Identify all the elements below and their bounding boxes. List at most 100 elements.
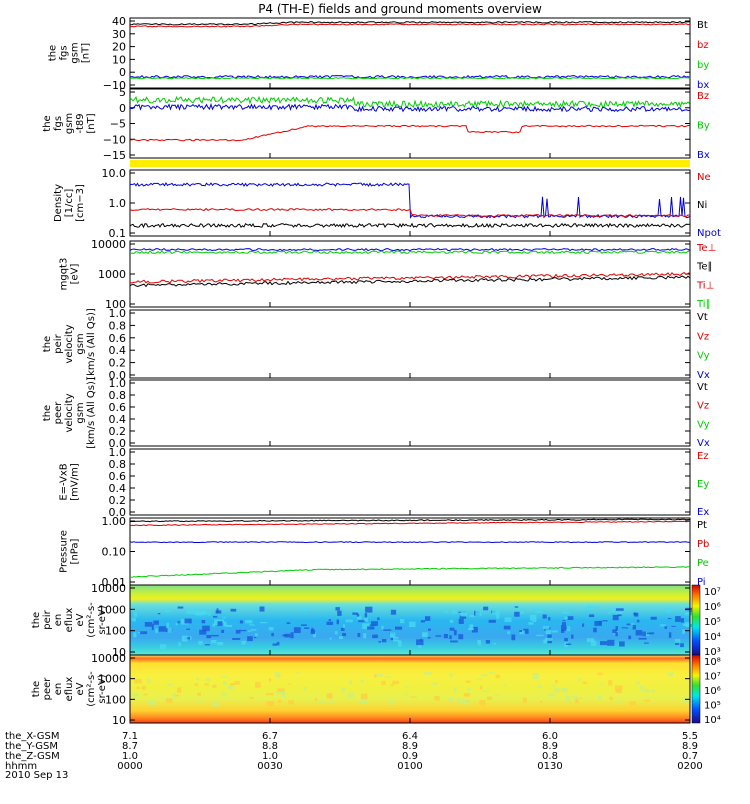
legend-entry: Ti∥	[696, 299, 711, 310]
spectrogram-cell	[360, 679, 364, 683]
spectrogram-cell	[564, 638, 568, 642]
y-axis-label: [nPa]	[70, 538, 81, 564]
spectrogram-cell	[530, 615, 537, 621]
y-axis-label: peir	[42, 609, 53, 629]
spectrogram-cell	[360, 693, 368, 700]
spectrogram-cell	[409, 621, 416, 627]
spectrogram-cell	[680, 618, 684, 623]
spectrogram-cell	[282, 634, 288, 637]
y-axis-label: Density	[53, 184, 64, 222]
spectrogram-cell	[193, 610, 198, 615]
spectrogram-cell	[390, 684, 395, 686]
y-tick-label: 0.2	[109, 425, 127, 438]
spectrogram-cell	[381, 625, 384, 630]
spectrogram-cell	[675, 641, 680, 645]
spectrogram-cell	[597, 672, 603, 676]
spectrogram-cell	[310, 629, 316, 635]
spectrogram-cell	[582, 681, 588, 684]
spectrogram-cell	[363, 633, 367, 639]
spectrogram-cell	[166, 683, 173, 686]
spectrogram-cell	[522, 697, 527, 703]
spectrogram-cell	[140, 631, 148, 635]
legend-entry: Ey	[697, 479, 709, 490]
spectrogram-cell	[326, 693, 333, 699]
legend-entry: bx	[697, 80, 709, 91]
legend-entry: Bx	[697, 150, 710, 161]
y-axis-label: -t89	[75, 113, 86, 133]
spectrogram-cell	[347, 692, 354, 698]
spectrogram-cell	[532, 673, 539, 679]
spectrogram-cell	[254, 633, 258, 637]
spectrogram-cell	[342, 687, 346, 692]
y-axis-label: peir	[53, 333, 64, 353]
spectrogram-cell	[173, 693, 177, 699]
panel-p8: 1.00 0.10 0.01 Pressure [nPa] Pt Pb Pe Pi	[59, 515, 710, 589]
legend-entry: Vz	[697, 331, 709, 342]
y-axis-label: the	[42, 405, 53, 421]
spectrogram-cell	[343, 624, 345, 631]
spectrogram-cell	[276, 641, 280, 646]
spectrogram-cell	[184, 618, 192, 624]
panel-frame	[129, 517, 691, 586]
footer-value: 5.5	[682, 731, 698, 742]
y-tick-label: 10000	[91, 582, 126, 595]
y-tick-label: 0.6	[109, 401, 127, 414]
y-tick-label: 0.10	[102, 546, 127, 559]
spectrogram-cell	[463, 693, 471, 697]
spectrogram-cell	[287, 683, 292, 685]
spectrogram-cell	[685, 607, 693, 612]
footer-value: 0.7	[682, 751, 698, 762]
spectrogram-cell	[503, 683, 506, 687]
y-tick-label: 0.1	[109, 227, 127, 240]
spectrogram-cell	[241, 640, 246, 645]
spectrogram-cell	[329, 699, 334, 703]
spectrogram-cell	[602, 620, 608, 622]
spectrogram-cell	[301, 624, 307, 626]
spectrogram-cell	[338, 636, 343, 639]
spectrogram-cell	[301, 607, 309, 612]
spectrogram-cell	[247, 630, 252, 632]
y-axis-label: gsm	[70, 42, 81, 63]
spectrogram-cell	[278, 699, 281, 703]
spectrogram-cell	[532, 607, 541, 610]
y-tick-label: 10	[112, 53, 126, 66]
spectrogram-cell	[365, 606, 373, 613]
spectrogram-cell	[448, 697, 453, 702]
spectrogram-cell	[205, 678, 210, 682]
y-axis-label: [km/s (All Qs)]	[86, 308, 97, 380]
spectrogram-cell	[326, 621, 334, 625]
plot-date: 2010 Sep 13	[5, 770, 68, 781]
spectrogram-cell	[334, 631, 338, 635]
legend-entry: Vz	[697, 401, 709, 412]
spectrogram-cell	[234, 681, 240, 685]
y-axis-label: gsm	[64, 113, 75, 134]
spectrogram-cell	[477, 641, 481, 646]
spectrogram-cell	[543, 626, 550, 630]
colorbar-scale	[691, 584, 701, 656]
spectrogram-cell	[612, 629, 617, 634]
spectrogram-cell	[131, 693, 139, 697]
legend-entry: Ex	[697, 507, 709, 518]
spectrogram-cell	[634, 612, 639, 617]
legend-entry: Vx	[697, 370, 710, 381]
spectrogram-cell	[562, 611, 570, 614]
y-tick-label: 0	[119, 102, 126, 115]
spectrogram-cell	[644, 642, 649, 644]
spectrogram-cell	[642, 631, 646, 637]
spectrogram-cell	[586, 638, 595, 643]
y-tick-label: 0.0	[109, 437, 127, 450]
y-tick-label: 1.0	[109, 446, 127, 459]
panel-p6: 1.00.80.60.40.20.0 the peer velocity gsm [km/…	[42, 377, 710, 450]
spectrogram-cell	[682, 623, 688, 626]
spectrogram-cell	[195, 701, 201, 703]
spectrogram-cell	[598, 695, 602, 700]
y-tick-label: 10.0	[102, 167, 127, 180]
panel-p9: 10⁷ 10⁶ 10⁵ 10⁴ 10³ 10000 1000 100 10 the peir en ef…	[31, 582, 721, 659]
y-tick-label: 0.0	[109, 506, 127, 519]
chart-title: P4 (TH-E) fields and ground moments over…	[258, 2, 542, 16]
y-axis-label: eV	[75, 613, 86, 626]
y-tick-label: 0.2	[109, 494, 127, 507]
spectrogram-cell	[235, 629, 241, 634]
colorbar-label: 10³	[704, 647, 721, 658]
